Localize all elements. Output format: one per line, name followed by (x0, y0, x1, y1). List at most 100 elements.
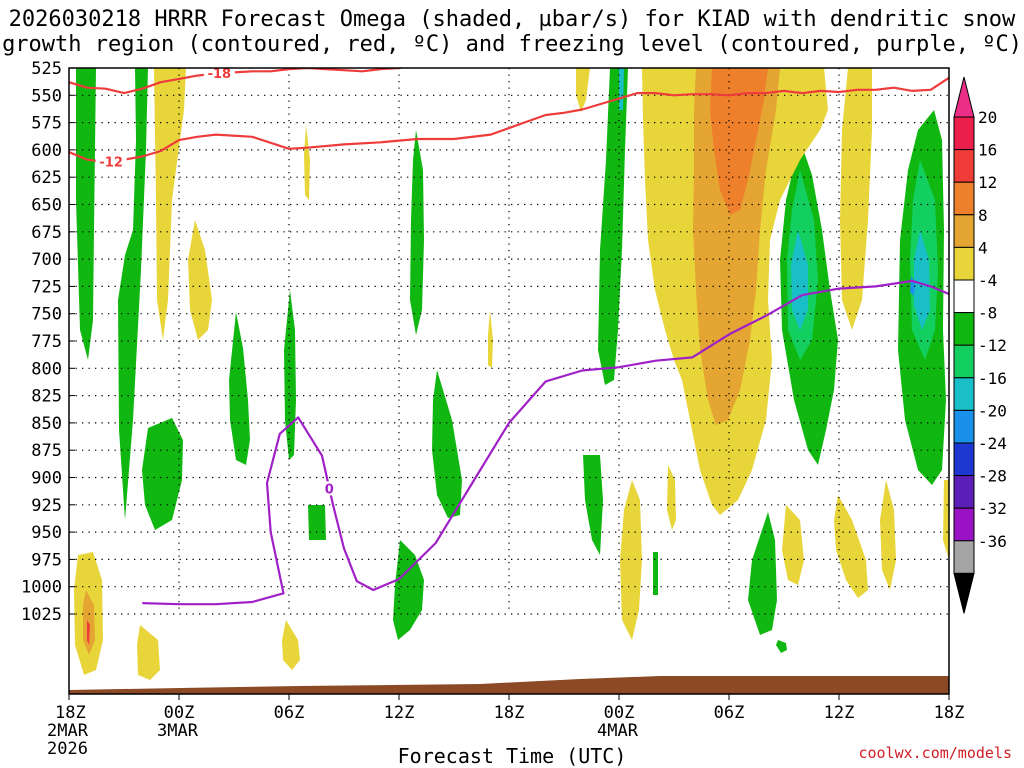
x-date-label: 4MAR (597, 721, 639, 741)
colorbar-swatch (953, 442, 975, 477)
colorbar-label: -20 (978, 401, 1007, 420)
chart-title-line-2: growth region (contoured, red, ºC) and f… (2, 32, 1022, 57)
colorbar-label: -32 (978, 499, 1007, 518)
omega-region (393, 540, 424, 640)
omega-region (834, 495, 868, 598)
omega-region (76, 68, 96, 360)
colorbar-swatch (953, 214, 975, 248)
x-tick-label: 12Z (824, 703, 855, 723)
omega-region (583, 455, 603, 555)
colorbar-label: -24 (978, 434, 1007, 453)
y-tick-label: 650 (31, 196, 62, 216)
contour-label: 0 (325, 482, 334, 497)
x-date-label: 2MAR (47, 721, 89, 741)
colorbar-swatch (953, 149, 975, 183)
colorbar-bottom-arrow (953, 572, 975, 614)
y-tick-label: 525 (31, 59, 62, 79)
x-tick-label: 18Z (494, 703, 525, 723)
omega-region (87, 620, 90, 645)
omega-region (710, 68, 768, 215)
omega-region (284, 290, 296, 460)
colorbar-swatch (953, 377, 975, 411)
x-tick-label: 00Z (604, 703, 635, 723)
chart-title-line-1: 2026030218 HRRR Forecast Omega (shaded, … (8, 7, 1016, 32)
y-tick-label: 825 (31, 387, 62, 407)
colorbar-top-arrow (953, 76, 975, 118)
colorbar-swatch (953, 475, 975, 509)
omega-region (154, 68, 186, 340)
colorbar-swatch (953, 409, 975, 444)
y-tick-label: 1000 (21, 578, 62, 598)
contour-label: -12 (99, 155, 123, 170)
omega-region (776, 640, 787, 653)
y-tick-label: 550 (31, 86, 62, 106)
grid-lines (69, 68, 949, 615)
omega-region (598, 68, 628, 385)
x-tick-label: 12Z (384, 703, 415, 723)
omega-region (308, 505, 326, 540)
omega-region (653, 552, 658, 595)
y-tick-label: 700 (31, 250, 62, 270)
y-tick-label: 800 (31, 359, 62, 379)
y-tick-label: 575 (31, 114, 62, 134)
colorbar-swatch (953, 540, 975, 574)
colorbar-swatch (953, 279, 975, 314)
contour-label: -18 (208, 67, 232, 82)
colorbar-swatch (953, 116, 975, 151)
omega-region (137, 625, 160, 680)
colorbar-swatch (953, 344, 975, 379)
omega-region (748, 512, 777, 635)
omega-region (304, 125, 310, 200)
y-tick-label: 850 (31, 414, 62, 434)
y-tick-label: 975 (31, 550, 62, 570)
colorbar-label: 4 (978, 238, 988, 257)
omega-region (410, 130, 424, 335)
x-date-label: 3MAR (157, 721, 199, 741)
colorbar-swatch (953, 312, 975, 346)
omega-region (880, 480, 896, 590)
colorbar-label: 16 (978, 141, 997, 160)
y-tick-label: 775 (31, 332, 62, 352)
y-tick-label: 675 (31, 223, 62, 243)
y-tick-label: 900 (31, 469, 62, 489)
colorbar-swatch (953, 181, 975, 216)
contour-label-bg (203, 68, 235, 81)
colorbar-label: -8 (978, 304, 997, 323)
colorbar-label: 12 (978, 173, 997, 192)
y-tick-label: 925 (31, 496, 62, 516)
omega-region (620, 480, 642, 640)
colorbar-swatch (953, 246, 975, 281)
omega-region (188, 220, 212, 340)
omega-region (83, 590, 95, 655)
omega-region (282, 620, 300, 670)
colorbar-label: -4 (978, 271, 997, 290)
colorbar-label: -16 (978, 369, 1007, 388)
omega-region (432, 370, 462, 518)
x-tick-label: 06Z (274, 703, 305, 723)
contour-label-bg (95, 154, 127, 169)
credit-link[interactable]: coolwx.com/models (858, 744, 1012, 762)
x-tick-label: 00Z (164, 703, 195, 723)
contour-line (69, 68, 406, 95)
omega-region (667, 465, 676, 530)
colorbar-swatch (953, 507, 975, 542)
x-tick-label: 18Z (934, 703, 965, 723)
y-tick-label: 1025 (21, 605, 62, 625)
y-tick-label: 950 (31, 523, 62, 543)
omega-region (142, 418, 183, 530)
omega-region (488, 310, 493, 368)
contour-line (69, 76, 949, 163)
x-year-label: 2026 (47, 739, 88, 759)
colorbar-label: -28 (978, 467, 1007, 486)
y-tick-label: 750 (31, 305, 62, 325)
y-tick-label: 725 (31, 277, 62, 297)
omega-region (576, 68, 590, 112)
omega-region (229, 312, 250, 465)
colorbar-label: 8 (978, 206, 988, 225)
omega-region (791, 230, 808, 330)
contour-line (142, 279, 949, 606)
omega-region (782, 505, 804, 585)
x-tick-label: 06Z (714, 703, 745, 723)
